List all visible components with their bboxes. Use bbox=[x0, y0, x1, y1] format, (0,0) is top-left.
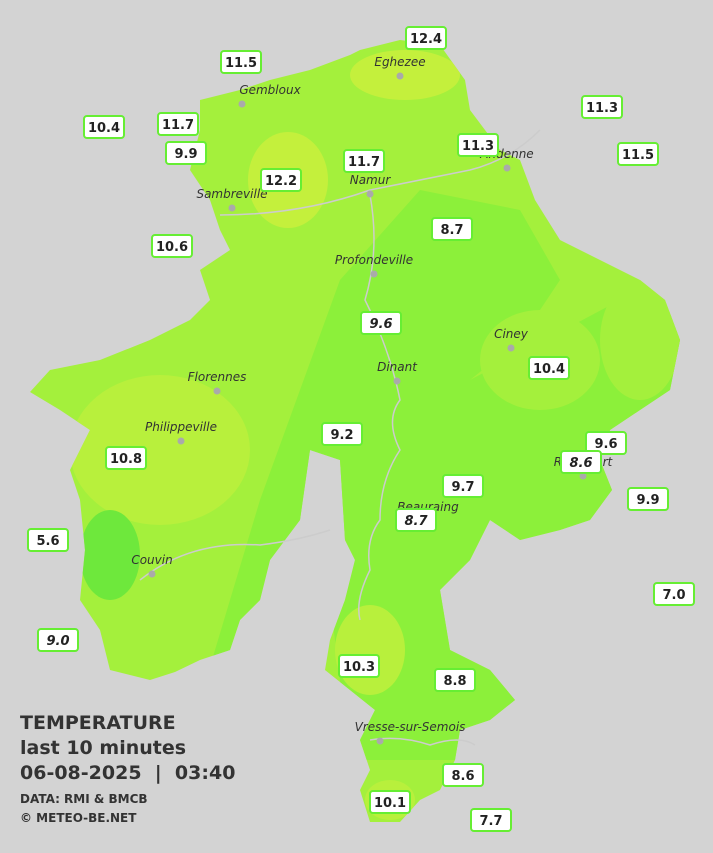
station-box bbox=[395, 508, 437, 532]
station-box bbox=[27, 528, 69, 552]
station-value: 9.2 bbox=[330, 428, 353, 443]
city-label: Gembloux bbox=[239, 83, 301, 97]
city-label: Profondeville bbox=[335, 253, 413, 267]
city-label: Eghezee bbox=[374, 55, 425, 69]
station-value: 10.6 bbox=[156, 240, 188, 255]
station-value: 9.9 bbox=[174, 147, 197, 162]
station-box bbox=[617, 142, 659, 166]
city-dot bbox=[579, 472, 587, 480]
station-box bbox=[405, 26, 447, 50]
station-value: 10.3 bbox=[343, 660, 375, 675]
city-dot bbox=[238, 100, 246, 108]
station-value: 8.8 bbox=[443, 674, 466, 689]
station-box bbox=[343, 149, 385, 173]
station-box bbox=[151, 234, 193, 258]
city-label: Dinant bbox=[377, 360, 418, 374]
station-value: 12.4 bbox=[410, 32, 442, 47]
city-dot bbox=[503, 164, 511, 172]
station-value: 10.4 bbox=[533, 362, 565, 377]
station-box bbox=[260, 168, 302, 192]
station-value: 10.1 bbox=[374, 796, 406, 811]
station-box bbox=[457, 133, 499, 157]
station-box bbox=[431, 217, 473, 241]
station-value: 8.6 bbox=[569, 456, 592, 471]
station-box bbox=[442, 474, 484, 498]
station-box bbox=[220, 50, 262, 74]
legend-source: DATA: RMI & BMCB bbox=[20, 792, 148, 806]
station-box bbox=[105, 446, 147, 470]
station-value: 11.7 bbox=[348, 155, 380, 170]
station-value: 9.6 bbox=[369, 317, 392, 332]
station-value: 9.9 bbox=[636, 493, 659, 508]
station-box bbox=[37, 628, 79, 652]
station-value: 8.6 bbox=[451, 769, 474, 784]
station-box bbox=[165, 141, 207, 165]
city-label: Namur bbox=[350, 173, 392, 187]
city-dot bbox=[396, 72, 404, 80]
station-value: 11.7 bbox=[162, 118, 194, 133]
station-value: 7.7 bbox=[479, 814, 502, 829]
station-box bbox=[528, 356, 570, 380]
city-dot bbox=[228, 204, 236, 212]
station-value: 9.6 bbox=[594, 437, 617, 452]
station-value: 10.4 bbox=[88, 121, 120, 136]
station-value: 10.8 bbox=[110, 452, 142, 467]
station-value: 7.0 bbox=[662, 588, 685, 603]
station-value: 11.3 bbox=[586, 101, 618, 116]
station-box bbox=[338, 654, 380, 678]
city-dot bbox=[148, 570, 156, 578]
city-label: Philippeville bbox=[145, 420, 217, 434]
city-label: Ciney bbox=[494, 327, 529, 341]
station-value: 9.7 bbox=[451, 480, 474, 495]
legend-datetime: 06-08-2025 | 03:40 bbox=[20, 762, 236, 784]
station-box bbox=[321, 422, 363, 446]
city-label: Vresse-sur-Semois bbox=[355, 720, 466, 734]
legend-subtitle: last 10 minutes bbox=[20, 737, 187, 759]
legend-copyright: © METEO-BE.NET bbox=[20, 811, 137, 825]
station-box bbox=[434, 668, 476, 692]
city-label: Florennes bbox=[188, 370, 247, 384]
city-dot bbox=[393, 377, 401, 385]
station-box bbox=[83, 115, 125, 139]
city-label: Couvin bbox=[131, 553, 172, 567]
city-dot bbox=[213, 387, 221, 395]
city-dot bbox=[177, 437, 185, 445]
station-box bbox=[653, 582, 695, 606]
station-value: 8.7 bbox=[440, 223, 463, 238]
station-value: 11.3 bbox=[462, 139, 494, 154]
station-box bbox=[360, 311, 402, 335]
station-value: 11.5 bbox=[225, 56, 257, 71]
city-dot bbox=[507, 344, 515, 352]
legend-title: TEMPERATURE bbox=[20, 712, 176, 734]
station-box bbox=[369, 790, 411, 814]
city-dot bbox=[370, 270, 378, 278]
station-value: 9.0 bbox=[46, 634, 69, 649]
station-box bbox=[581, 95, 623, 119]
station-value: 8.7 bbox=[404, 514, 428, 529]
city-label: Sambreville bbox=[196, 187, 267, 201]
rivers bbox=[139, 129, 541, 746]
station-value: 5.6 bbox=[36, 534, 59, 549]
station-box bbox=[560, 450, 602, 474]
city-dot bbox=[376, 737, 384, 745]
station-box bbox=[442, 763, 484, 787]
station-value: 12.2 bbox=[265, 174, 297, 189]
station-box bbox=[627, 487, 669, 511]
station-box bbox=[585, 431, 627, 455]
station-box bbox=[470, 808, 512, 832]
city-dot bbox=[366, 190, 374, 198]
station-box bbox=[157, 112, 199, 136]
station-value: 11.5 bbox=[622, 148, 654, 163]
